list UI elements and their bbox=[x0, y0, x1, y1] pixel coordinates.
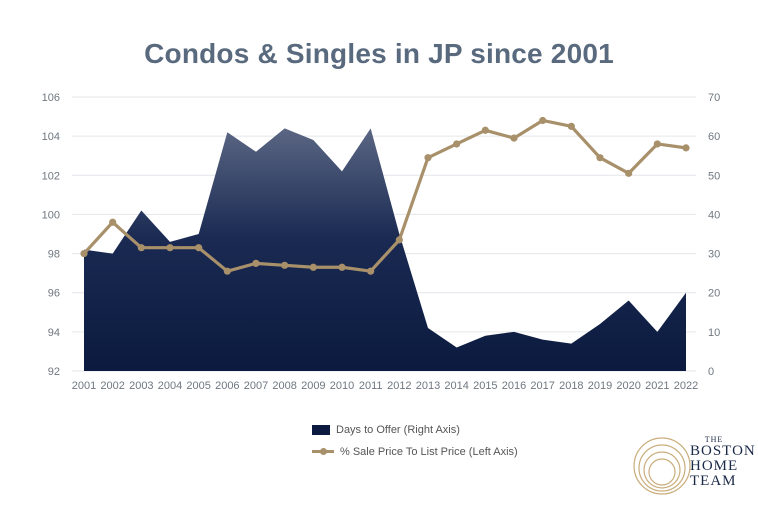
right-axis-tick-label: 60 bbox=[708, 131, 720, 143]
line-point bbox=[453, 140, 461, 148]
x-axis-tick-label: 2005 bbox=[186, 380, 210, 392]
legend-label-sale-price: % Sale Price To List Price (Left Axis) bbox=[340, 446, 518, 458]
x-axis-tick-label: 2016 bbox=[502, 380, 526, 392]
legend-label-days-to-offer: Days to Offer (Right Axis) bbox=[336, 424, 460, 436]
x-axis-tick-label: 2015 bbox=[473, 380, 497, 392]
right-axis-tick-label: 10 bbox=[708, 327, 720, 339]
line-point bbox=[367, 267, 375, 275]
line-point bbox=[567, 122, 575, 130]
x-axis-tick-label: 2003 bbox=[129, 380, 153, 392]
line-point bbox=[166, 244, 174, 252]
left-axis-tick-label: 98 bbox=[48, 249, 60, 261]
x-axis-tick-label: 2001 bbox=[72, 380, 96, 392]
logo-line-boston: BOSTON bbox=[690, 443, 756, 459]
line-point bbox=[653, 140, 661, 148]
line-point bbox=[395, 236, 403, 244]
x-axis-tick-label: 2002 bbox=[100, 380, 124, 392]
x-axis-tick-label: 2011 bbox=[359, 380, 383, 392]
legend-entry-days-to-offer: Days to Offer (Right Axis) bbox=[312, 419, 518, 441]
legend-entry-sale-price: % Sale Price To List Price (Left Axis) bbox=[312, 441, 518, 463]
line-point bbox=[338, 263, 346, 271]
left-axis-tick-label: 106 bbox=[42, 92, 60, 104]
left-axis-tick-label: 94 bbox=[48, 327, 60, 339]
line-point bbox=[596, 154, 604, 162]
right-axis-tick-label: 50 bbox=[708, 170, 720, 182]
line-point bbox=[137, 244, 145, 252]
line-point bbox=[309, 263, 317, 271]
logo-line-the: THE bbox=[704, 435, 724, 444]
line-point bbox=[510, 134, 518, 142]
line-point bbox=[195, 244, 203, 252]
line-sale-to-list bbox=[82, 118, 687, 273]
logo-line-team: TEAM bbox=[690, 473, 737, 489]
line-point bbox=[109, 218, 117, 226]
area-days-to-offer bbox=[84, 128, 686, 371]
x-axis-tick-label: 2019 bbox=[588, 380, 612, 392]
x-axis-tick-label: 2020 bbox=[616, 380, 640, 392]
line-point bbox=[481, 126, 489, 134]
legend-swatch-line bbox=[312, 447, 334, 457]
right-axis-tick-label: 20 bbox=[708, 288, 720, 300]
x-axis-tick-label: 2012 bbox=[387, 380, 411, 392]
left-axis-tick-label: 102 bbox=[42, 170, 60, 182]
chart-title: Condos & Singles in JP since 2001 bbox=[144, 38, 614, 69]
line-point bbox=[281, 261, 289, 269]
line-point bbox=[252, 259, 260, 267]
right-axis-tick-label: 70 bbox=[708, 92, 720, 104]
logo-line-home: HOME bbox=[690, 458, 739, 474]
left-axis-tick-label: 96 bbox=[48, 288, 60, 300]
x-axis-tick-label: 2007 bbox=[244, 380, 268, 392]
x-axis-tick-label: 2014 bbox=[444, 380, 468, 392]
right-axis-tick-label: 40 bbox=[708, 209, 720, 221]
chart-legend: Days to Offer (Right Axis) % Sale Price … bbox=[312, 419, 518, 463]
x-axis-tick-label: 2009 bbox=[301, 380, 325, 392]
x-axis-tick-label: 2022 bbox=[674, 380, 698, 392]
line-point bbox=[223, 267, 231, 275]
company-logo: THE BOSTON HOME TEAM bbox=[690, 436, 756, 489]
left-axis-tick-label: 104 bbox=[42, 131, 60, 143]
line-point bbox=[424, 154, 432, 162]
right-axis-tick-label: 0 bbox=[708, 366, 714, 378]
x-axis-tick-label: 2010 bbox=[330, 380, 354, 392]
left-axis-tick-label: 92 bbox=[48, 366, 60, 378]
x-axis-tick-label: 2017 bbox=[530, 380, 554, 392]
line-point bbox=[625, 169, 633, 177]
logo-rings-icon bbox=[633, 437, 691, 495]
right-axis-tick-label: 30 bbox=[708, 249, 720, 261]
line-point bbox=[80, 249, 88, 258]
x-axis-tick-label: 2018 bbox=[559, 380, 583, 392]
x-axis-tick-label: 2008 bbox=[272, 380, 296, 392]
line-point bbox=[539, 116, 547, 125]
line-point bbox=[682, 144, 690, 152]
x-axis-tick-label: 2013 bbox=[416, 380, 440, 392]
x-axis-tick-label: 2021 bbox=[645, 380, 669, 392]
x-axis-tick-label: 2006 bbox=[215, 380, 239, 392]
left-axis-tick-label: 100 bbox=[42, 209, 60, 221]
legend-swatch-area bbox=[312, 425, 330, 435]
x-axis-tick-label: 2004 bbox=[158, 380, 182, 392]
